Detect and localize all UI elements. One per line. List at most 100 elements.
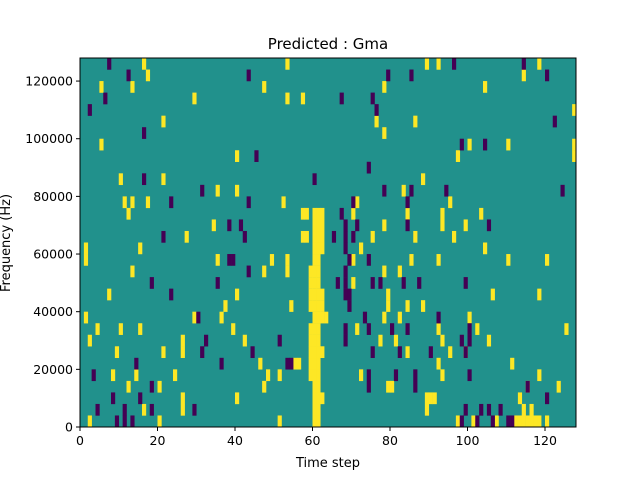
heatmap-cell [99, 81, 104, 93]
heatmap-cell [293, 357, 298, 370]
heatmap-cell [211, 219, 216, 232]
heatmap-cell [180, 403, 185, 416]
heatmap-cell [161, 230, 166, 243]
heatmap-cell [324, 311, 329, 324]
heatmap-cell [262, 81, 267, 93]
heatmap-cell [479, 403, 484, 416]
heatmap-cell [316, 219, 321, 232]
heatmap-cell [173, 369, 178, 382]
heatmap-cell [455, 150, 461, 162]
heatmap-cell [87, 104, 92, 116]
heatmap-cell [316, 392, 321, 405]
heatmap-cell [308, 277, 313, 289]
heatmap-cell [413, 369, 418, 382]
heatmap-cell [347, 300, 352, 312]
heatmap-cell [490, 288, 495, 301]
heatmap-cell [382, 265, 387, 278]
heatmap-cell [95, 323, 100, 335]
heatmap-cell [308, 334, 313, 347]
heatmap-cell [285, 92, 290, 105]
x-tick-label: 20 [150, 433, 166, 448]
x-axis: 0 20 40 60 80 100 120 [76, 427, 557, 448]
heatmap-cell [537, 415, 542, 428]
heatmap-cell [409, 184, 414, 197]
heatmap-cell [118, 173, 123, 186]
heatmap-cell [378, 277, 383, 289]
heatmap-cell [246, 69, 251, 82]
heatmap-cell [312, 207, 317, 220]
heatmap-cell [382, 311, 387, 324]
heatmap-cell [308, 265, 313, 278]
heatmap-cell [312, 415, 317, 428]
heatmap-cell [320, 346, 325, 359]
heatmap-cell [537, 288, 542, 301]
heatmap-cell [498, 403, 503, 416]
heatmap-cell [343, 219, 348, 232]
heatmap-cell [250, 346, 255, 359]
heatmap-cell [409, 69, 414, 82]
heatmap-cell [537, 369, 542, 382]
heatmap-cell [242, 334, 247, 347]
heatmap-cell [405, 300, 410, 312]
heatmap-cell [386, 69, 391, 82]
x-tick-label: 60 [305, 433, 321, 448]
heatmap-cell [355, 196, 360, 209]
heatmap-cell [142, 403, 147, 416]
heatmap-cell [390, 323, 395, 335]
heatmap-cell [452, 230, 457, 243]
heatmap-cell [235, 392, 240, 405]
heatmap-cell [521, 58, 526, 70]
heatmap-cell [289, 300, 294, 312]
heatmap-cell [161, 346, 166, 359]
heatmap-cell [103, 92, 108, 105]
heatmap-cell [246, 196, 251, 209]
heatmap-cell [316, 288, 321, 301]
heatmap-cell [525, 380, 530, 393]
heatmap-cell [483, 81, 488, 93]
y-tick-label: 120000 [25, 74, 73, 89]
heatmap-cell [506, 415, 511, 428]
heatmap-cell [169, 288, 174, 301]
heatmap-cell [266, 369, 271, 382]
heatmap-cell [366, 369, 371, 382]
heatmap-cell [316, 277, 321, 289]
heatmap-cell [285, 265, 290, 278]
heatmap-cell [316, 346, 321, 359]
heatmap-cell [130, 415, 135, 428]
heatmap-cell [405, 323, 410, 335]
heatmap-cell [304, 207, 309, 220]
heatmap-cell [479, 207, 484, 220]
heatmap-cell [521, 69, 526, 82]
heatmap-cell [145, 69, 151, 82]
heatmap-cell [277, 369, 282, 382]
heatmap-cell [126, 207, 131, 220]
heatmap-cell [386, 300, 391, 312]
heatmap-cell [316, 265, 321, 278]
heatmap-cell [142, 173, 147, 186]
heatmap-cell [467, 369, 472, 382]
heatmap-cell [200, 346, 205, 359]
heatmap-cell [157, 380, 162, 393]
heatmap-cell [572, 150, 577, 162]
heatmap-cell [107, 288, 112, 301]
heatmap-cell [421, 173, 426, 186]
heatmap-cell [242, 230, 247, 243]
heatmap-cell [351, 207, 356, 220]
heatmap-cell [107, 58, 112, 70]
heatmap-cell [486, 403, 492, 416]
heatmap-cell [312, 242, 317, 255]
heatmap-cell [483, 242, 488, 255]
heatmap-cell [130, 196, 135, 209]
heatmap-cell [390, 380, 395, 393]
heatmap-cell [157, 415, 162, 428]
heatmap-cell [316, 311, 321, 324]
heatmap-cell [277, 415, 282, 428]
heatmap-cell [444, 184, 449, 197]
heatmap-cell [320, 230, 325, 243]
heatmap-cell [262, 380, 267, 393]
heatmap-cell [424, 403, 430, 416]
heatmap-cell [552, 115, 557, 128]
heatmap-cell [297, 357, 302, 370]
y-tick-label: 60000 [33, 247, 73, 262]
heatmap-cell [463, 346, 468, 359]
